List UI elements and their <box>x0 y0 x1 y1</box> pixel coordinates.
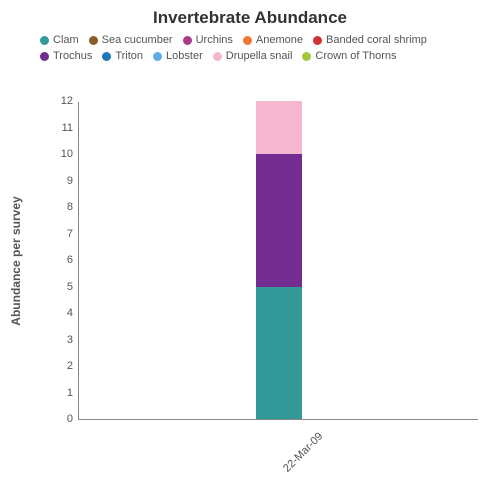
legend-item: Anemone <box>243 34 303 46</box>
legend-marker <box>40 52 49 61</box>
bar-segment <box>256 154 302 287</box>
y-tick-label: 0 <box>67 413 79 425</box>
chart-container: Invertebrate Abundance Clam Sea cucumber U… <box>0 0 500 500</box>
legend-label: Lobster <box>166 50 203 62</box>
chart-legend: Clam Sea cucumber Urchins Anemone Banded cor… <box>40 34 460 62</box>
y-tick-label: 2 <box>67 360 79 372</box>
legend-label: Sea cucumber <box>102 34 173 46</box>
legend-marker <box>302 52 311 61</box>
legend-label: Drupella snail <box>226 50 293 62</box>
legend-label: Trochus <box>53 50 92 62</box>
legend-item: Urchins <box>183 34 233 46</box>
y-tick-label: 6 <box>67 254 79 266</box>
chart-title: Invertebrate Abundance <box>0 8 500 28</box>
legend-marker <box>243 36 252 45</box>
legend-item: Drupella snail <box>213 50 293 62</box>
legend-label: Banded coral shrimp <box>326 34 427 46</box>
legend-marker <box>89 36 98 45</box>
x-tick-label: 22-Mar-09 <box>281 430 325 474</box>
y-tick-label: 8 <box>67 201 79 213</box>
plot-area: 012345678910111222-Mar-09 <box>78 102 478 420</box>
y-tick-label: 11 <box>62 122 79 134</box>
bar-segment <box>256 101 302 154</box>
legend-marker <box>102 52 111 61</box>
legend-label: Triton <box>115 50 143 62</box>
legend-label: Crown of Thorns <box>315 50 396 62</box>
legend-item: Lobster <box>153 50 203 62</box>
y-tick-label: 5 <box>67 281 79 293</box>
bar-segment <box>256 287 302 420</box>
legend-marker <box>313 36 322 45</box>
legend-item: Sea cucumber <box>89 34 173 46</box>
legend-item: Crown of Thorns <box>302 50 396 62</box>
legend-item: Trochus <box>40 50 92 62</box>
y-tick-label: 3 <box>67 334 79 346</box>
legend-marker <box>153 52 162 61</box>
y-tick-label: 4 <box>67 307 79 319</box>
legend-marker <box>183 36 192 45</box>
legend-marker <box>213 52 222 61</box>
legend-label: Urchins <box>196 34 233 46</box>
y-tick-label: 12 <box>61 95 79 107</box>
legend-label: Anemone <box>256 34 303 46</box>
legend-marker <box>40 36 49 45</box>
y-tick-label: 7 <box>67 228 79 240</box>
y-axis-label: Abundance per survey <box>9 196 23 325</box>
legend-item: Triton <box>102 50 143 62</box>
legend-item: Clam <box>40 34 79 46</box>
legend-item: Banded coral shrimp <box>313 34 427 46</box>
y-tick-label: 1 <box>67 387 79 399</box>
legend-label: Clam <box>53 34 79 46</box>
y-tick-label: 10 <box>61 148 79 160</box>
y-tick-label: 9 <box>67 175 79 187</box>
